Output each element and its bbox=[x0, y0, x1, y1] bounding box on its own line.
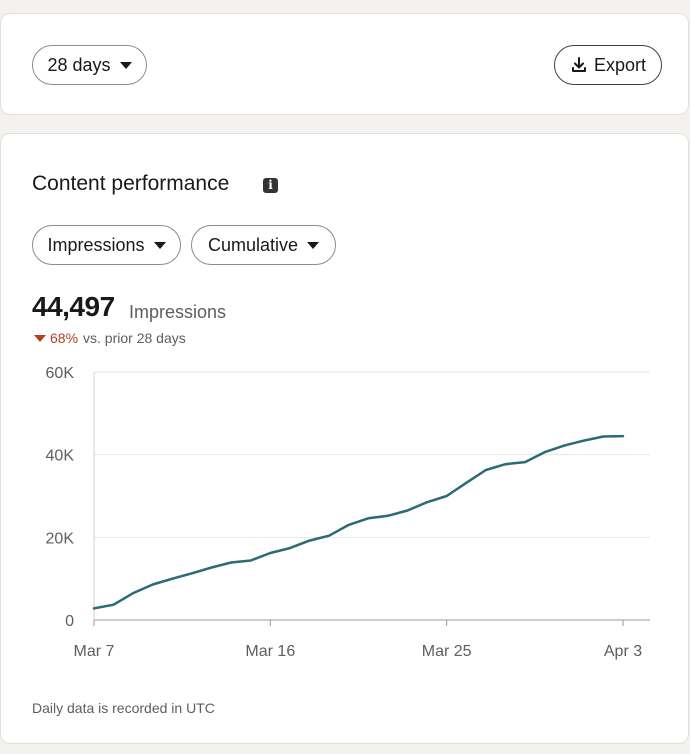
y-tick-label: 60K bbox=[46, 365, 75, 382]
panel-title: Content performance bbox=[32, 172, 230, 195]
change-row: 68% vs. prior 28 days bbox=[34, 330, 186, 346]
footnote: Daily data is recorded in UTC bbox=[32, 700, 215, 716]
x-tick-label: Mar 16 bbox=[245, 643, 295, 660]
date-range-select[interactable]: 28 days bbox=[32, 45, 147, 85]
mode-select-label: Cumulative bbox=[207, 234, 299, 255]
x-tick-label: Mar 7 bbox=[74, 643, 115, 660]
date-range-label: 28 days bbox=[47, 54, 111, 75]
metric-select-label: Impressions bbox=[47, 234, 145, 255]
change-percent: 68% bbox=[50, 330, 79, 346]
metric-select[interactable]: Impressions bbox=[32, 225, 181, 265]
caret-down-icon bbox=[153, 241, 166, 249]
info-icon[interactable]: i bbox=[263, 178, 278, 193]
y-tick-label: 20K bbox=[46, 530, 75, 547]
x-tick-label: Apr 3 bbox=[604, 643, 642, 660]
download-icon bbox=[571, 57, 586, 72]
export-label: Export bbox=[593, 54, 647, 75]
caret-down-icon bbox=[119, 61, 132, 69]
impressions-line-chart: 0 20K 40K 60K Mar 7 Mar 16 Mar 25 Apr 3 bbox=[46, 365, 650, 660]
mode-select[interactable]: Cumulative bbox=[191, 225, 336, 265]
total-value: 44,497 bbox=[32, 291, 115, 322]
caret-down-icon bbox=[307, 241, 320, 249]
export-button[interactable]: Export bbox=[554, 45, 662, 85]
y-tick-label: 40K bbox=[46, 448, 75, 465]
total-unit: Impressions bbox=[129, 302, 227, 322]
y-tick-label: 0 bbox=[65, 613, 74, 630]
triangle-down-icon bbox=[34, 334, 46, 342]
content-performance-card: Content performance i Impressions Cumula… bbox=[0, 133, 689, 744]
change-text: vs. prior 28 days bbox=[83, 330, 186, 346]
toolbar-card: 28 days Export bbox=[0, 13, 689, 115]
impressions-series-line bbox=[92, 434, 625, 610]
x-tick-label: Mar 25 bbox=[422, 643, 472, 660]
